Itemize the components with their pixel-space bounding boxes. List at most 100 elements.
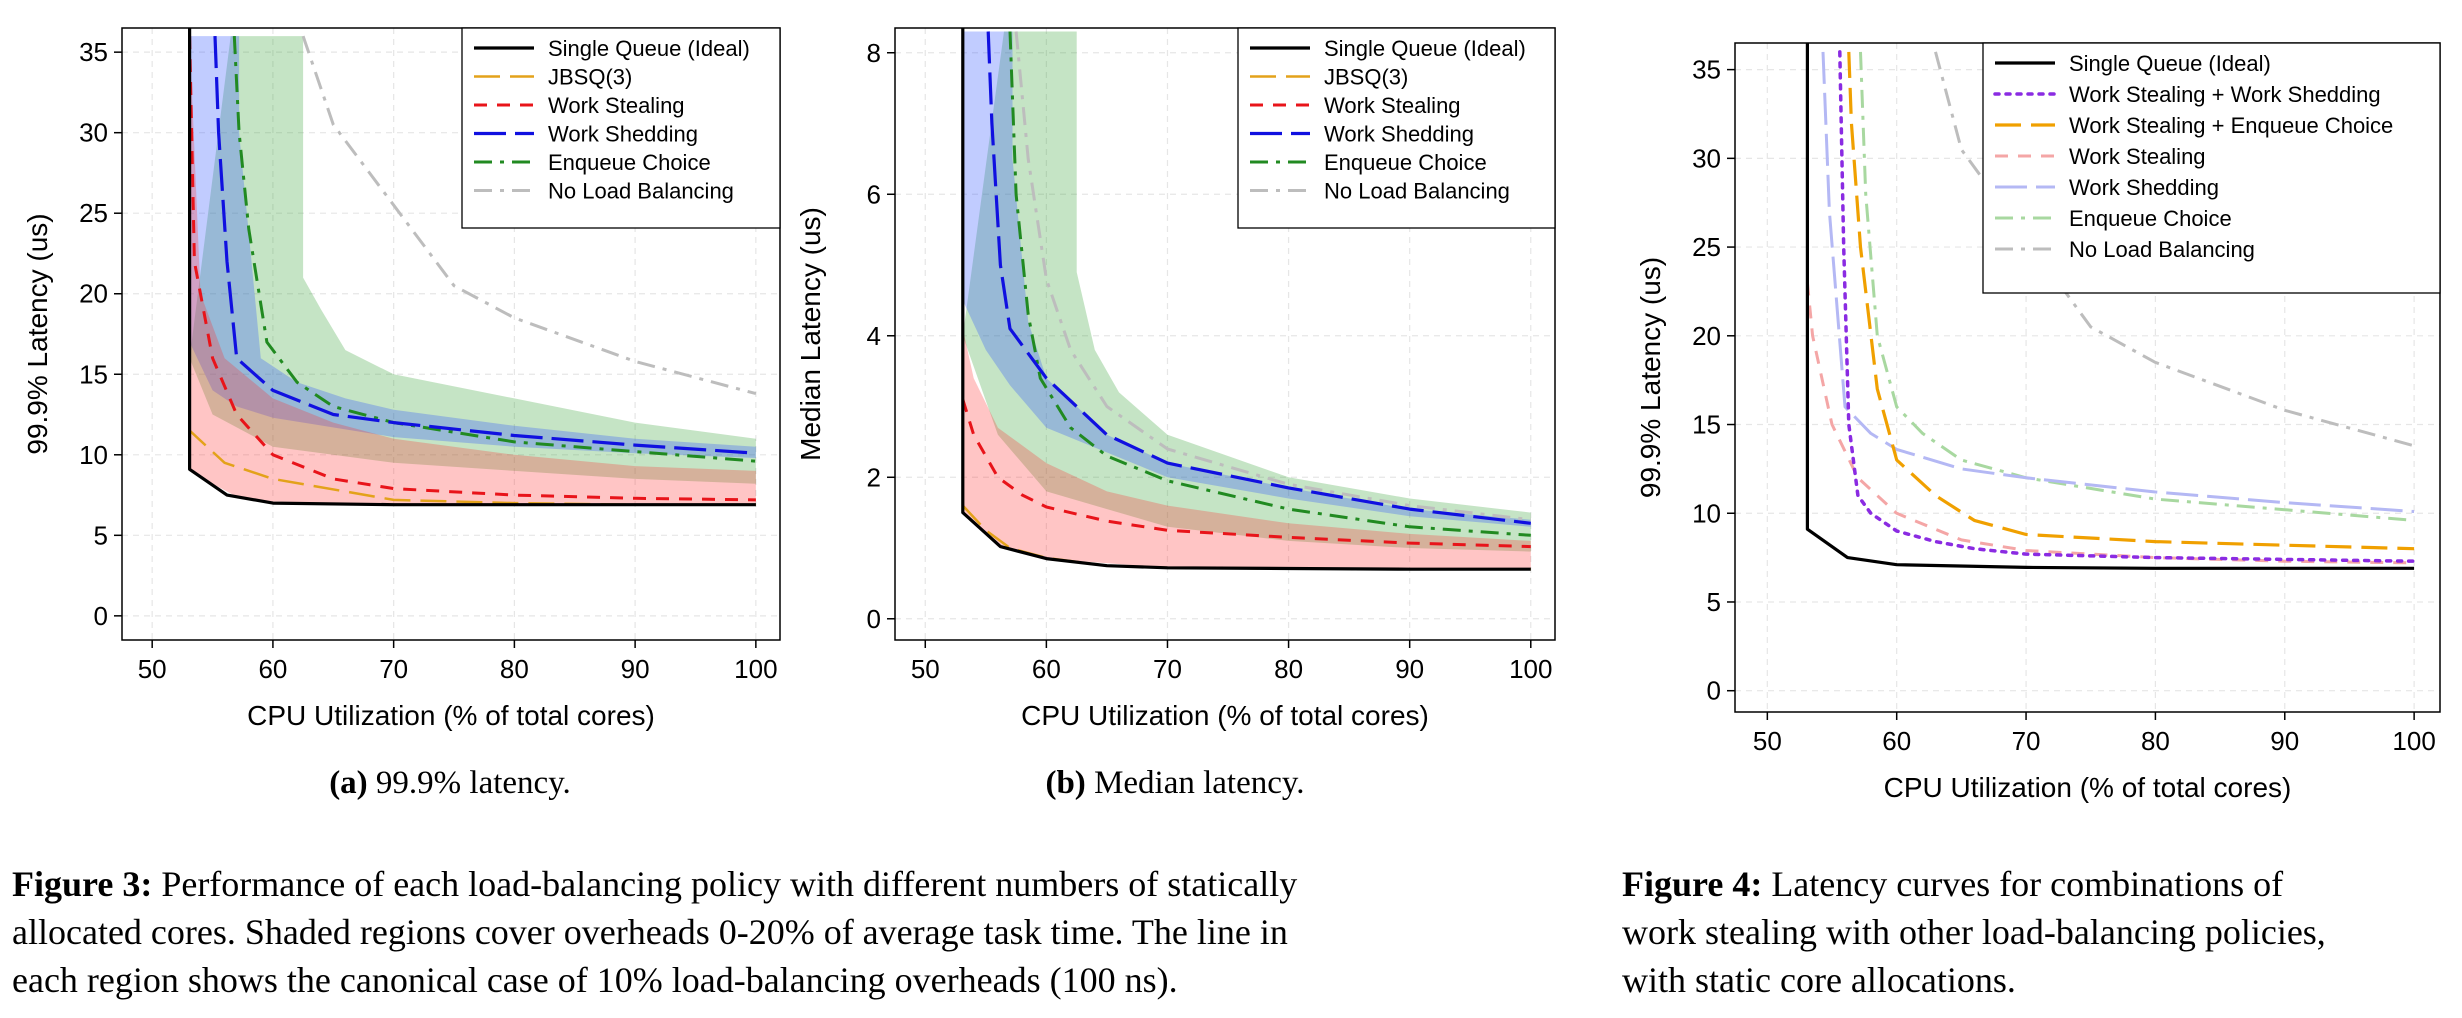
series-line-single-queue-ideal- bbox=[1805, 43, 2415, 570]
subcaption-a: (a) 99.9% latency. bbox=[120, 765, 780, 802]
legend-entry: No Load Balancing bbox=[548, 179, 734, 204]
figure-4-line-2: work stealing with other load-balancing … bbox=[1622, 912, 2326, 952]
series-line-single-queue-ideal- bbox=[188, 28, 756, 507]
y-tick-label: 10 bbox=[1692, 498, 1721, 528]
y-tick-label: 5 bbox=[1707, 587, 1721, 617]
x-axis-label: CPU Utilization (% of total cores) bbox=[1884, 772, 2292, 803]
legend-entry: Work Shedding bbox=[1324, 122, 1474, 147]
series-line-no-load-balancing bbox=[1014, 31, 1531, 522]
x-tick-label: 90 bbox=[621, 654, 650, 684]
legend-entry: Work Stealing bbox=[2069, 144, 2206, 169]
figure-3-label: Figure 3: bbox=[12, 864, 153, 904]
legend-entry: No Load Balancing bbox=[1324, 179, 1510, 204]
figure-3-line-3: each region shows the canonical case of … bbox=[12, 960, 1178, 1000]
legend: Single Queue (Ideal) JBSQ(3) Work Stealing… bbox=[461, 27, 781, 229]
series-line-enqueue-choice bbox=[232, 36, 757, 463]
subcaption-b-label: (b) bbox=[1045, 765, 1086, 801]
x-tick-label: 60 bbox=[1882, 726, 1911, 756]
legend-box bbox=[1237, 27, 1556, 229]
band-work-stealing bbox=[962, 328, 1531, 570]
y-tick-label: 0 bbox=[94, 601, 108, 631]
x-tick-label: 70 bbox=[1153, 654, 1182, 684]
y-tick-label: 2 bbox=[867, 462, 881, 492]
legend-entry: Work Stealing + Work Shedding bbox=[2069, 82, 2381, 107]
y-axis-label: 99.9% Latency (us) bbox=[1635, 257, 1666, 498]
x-tick-label: 50 bbox=[138, 654, 167, 684]
x-tick-label: 60 bbox=[1032, 654, 1061, 684]
y-tick-label: 5 bbox=[94, 520, 108, 550]
figure-4-line-3: with static core allocations. bbox=[1622, 960, 2016, 1000]
legend-entry: Work Shedding bbox=[2069, 175, 2219, 200]
legend-entry: JBSQ(3) bbox=[1324, 65, 1408, 90]
series-line-work-stealing bbox=[188, 36, 756, 502]
subcaption-a-label: (a) bbox=[329, 765, 368, 801]
legend-entry: Work Stealing bbox=[1324, 93, 1461, 118]
figure-3-caption: Figure 3: Performance of each load-balan… bbox=[12, 860, 1612, 1004]
series-line-enqueue-choice bbox=[1859, 51, 2415, 522]
figure-4-line-1: Latency curves for combinations of bbox=[1762, 864, 2284, 904]
y-tick-label: 8 bbox=[867, 38, 881, 68]
y-axis-label: 99.9% Latency (us) bbox=[22, 213, 53, 454]
plot-area bbox=[961, 28, 1531, 571]
y-tick-label: 30 bbox=[79, 118, 108, 148]
series-line-work-stealing-work-shedding bbox=[1838, 50, 2416, 563]
y-tick-label: 30 bbox=[1692, 143, 1721, 173]
y-tick-label: 15 bbox=[1692, 410, 1721, 440]
legend-box bbox=[461, 27, 781, 229]
x-tick-label: 50 bbox=[1753, 726, 1782, 756]
series-line-work-stealing bbox=[961, 398, 1531, 549]
legend-entry: Single Queue (Ideal) bbox=[1324, 36, 1526, 61]
x-tick-label: 80 bbox=[2141, 726, 2170, 756]
y-axis-label: Median Latency (us) bbox=[795, 207, 826, 461]
y-tick-label: 35 bbox=[79, 37, 108, 67]
series-line-work-stealing bbox=[1805, 282, 2415, 565]
y-tick-label: 0 bbox=[1707, 676, 1721, 706]
series-line-work-shedding bbox=[1821, 51, 2415, 513]
legend-entry: Enqueue Choice bbox=[1324, 150, 1487, 175]
figure-4-label: Figure 4: bbox=[1622, 864, 1763, 904]
band-enqueue-choice bbox=[189, 36, 756, 484]
x-tick-label: 100 bbox=[734, 654, 777, 684]
x-tick-label: 80 bbox=[500, 654, 529, 684]
legend-entry: Work Stealing + Enqueue Choice bbox=[2069, 113, 2393, 138]
y-tick-label: 25 bbox=[79, 198, 108, 228]
x-tick-label: 80 bbox=[1274, 654, 1303, 684]
band-work-stealing bbox=[189, 36, 756, 505]
legend-entry: Single Queue (Ideal) bbox=[2069, 51, 2271, 76]
series-line-no-load-balancing bbox=[301, 35, 757, 396]
series-line-work-stealing-enqueue-choice bbox=[1847, 51, 2415, 551]
subcaption-b-text: Median latency. bbox=[1085, 765, 1305, 801]
legend: Single Queue (Ideal) JBSQ(3) Work Stealing… bbox=[1237, 27, 1556, 229]
figure-3-line-1: Performance of each load-balancing polic… bbox=[152, 864, 1298, 904]
chart-fig4: 50 60 70 80 90 100 0 5 10 15 20 25 30 35 CPU Utilizati… bbox=[1635, 42, 2441, 803]
chart-fig3a: 50 60 70 80 90 100 0 5 10 15 20 25 30 35 CPU Utilizati… bbox=[22, 27, 781, 731]
legend-entry: Single Queue (Ideal) bbox=[548, 36, 750, 61]
y-tick-label: 4 bbox=[867, 321, 881, 351]
y-tick-label: 15 bbox=[79, 359, 108, 389]
y-tick-label: 10 bbox=[79, 440, 108, 470]
y-tick-label: 35 bbox=[1692, 55, 1721, 85]
subcaption-a-text: 99.9% latency. bbox=[367, 765, 571, 801]
plot-frame bbox=[121, 27, 781, 641]
x-tick-label: 100 bbox=[1509, 654, 1552, 684]
x-axis-label: CPU Utilization (% of total cores) bbox=[247, 700, 655, 731]
chart-fig3b: 50 60 70 80 90 100 0 2 4 6 8 CPU Utilization (% of … bbox=[795, 27, 1556, 731]
band-enqueue-choice bbox=[962, 31, 1531, 552]
x-tick-label: 70 bbox=[379, 654, 408, 684]
legend-entry: JBSQ(3) bbox=[548, 65, 632, 90]
x-tick-label: 50 bbox=[911, 654, 940, 684]
legend-entry: Work Shedding bbox=[548, 122, 698, 147]
x-axis-label: CPU Utilization (% of total cores) bbox=[1021, 700, 1429, 731]
y-tick-label: 20 bbox=[79, 279, 108, 309]
x-tick-label: 90 bbox=[2270, 726, 2299, 756]
plot-area bbox=[1805, 43, 2416, 570]
y-tick-label: 20 bbox=[1692, 321, 1721, 351]
legend-entry: Work Stealing bbox=[548, 93, 685, 118]
x-tick-label: 70 bbox=[2012, 726, 2041, 756]
x-tick-label: 90 bbox=[1395, 654, 1424, 684]
figure-4-caption: Figure 4: Latency curves for combination… bbox=[1622, 860, 2457, 1004]
legend-entry: Enqueue Choice bbox=[2069, 206, 2232, 231]
legend-box bbox=[1982, 42, 2441, 294]
series-line-no-load-balancing bbox=[1934, 51, 2415, 448]
